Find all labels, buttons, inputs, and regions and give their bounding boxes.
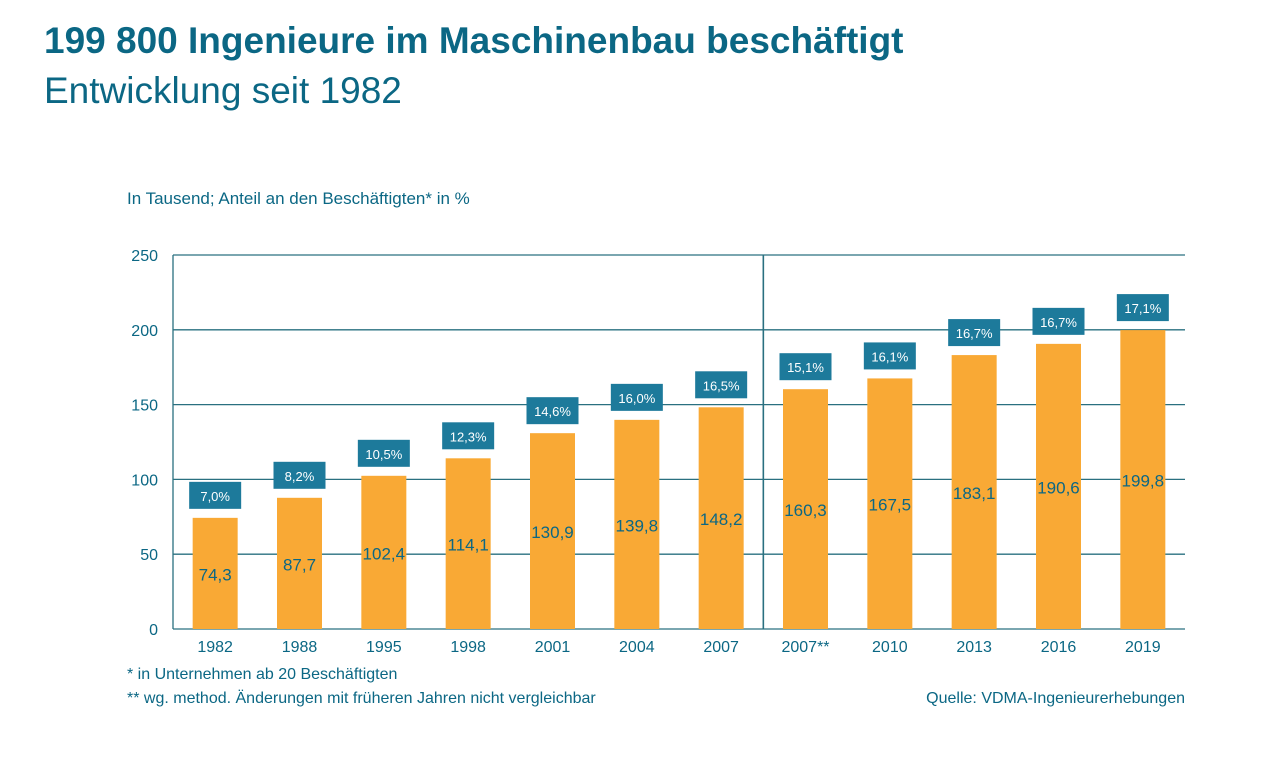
bar	[951, 355, 997, 629]
bar	[614, 419, 660, 629]
share-label-box	[863, 342, 916, 370]
chart-title: 199 800 Ingenieure im Maschinenbau besch…	[44, 20, 904, 61]
share-label: 7,0%	[200, 489, 230, 504]
share-label-box	[273, 461, 326, 489]
share-label-box	[1116, 294, 1169, 322]
share-label: 16,5%	[703, 378, 740, 393]
footnote-1: * in Unternehmen ab 20 Beschäftigten	[127, 666, 398, 683]
bar	[1036, 343, 1081, 629]
share-label: 14,6%	[534, 404, 571, 419]
bar	[192, 517, 238, 629]
x-tick-label: 2007**	[781, 639, 829, 656]
unit-label: In Tausend; Anteil an den Beschäftigten*…	[127, 189, 470, 208]
share-label-box	[695, 371, 748, 399]
x-tick-label: 2001	[535, 639, 571, 656]
bar	[445, 458, 491, 629]
share-label-box	[526, 397, 579, 425]
bar	[867, 378, 913, 629]
x-tick-label: 1988	[282, 639, 318, 656]
share-label-box	[442, 422, 495, 450]
share-label-box	[189, 481, 242, 509]
share-label-box	[948, 319, 1001, 347]
bar-value-label: 190,6	[1037, 478, 1080, 497]
y-tick-label: 200	[131, 323, 158, 340]
bar-value-label: 74,3	[199, 565, 232, 584]
share-label: 16,0%	[618, 391, 655, 406]
y-tick-label: 150	[131, 398, 158, 415]
share-label: 8,2%	[285, 469, 315, 484]
bar-value-label: 130,9	[531, 523, 574, 542]
x-tick-label: 2016	[1041, 639, 1077, 656]
bar	[530, 433, 575, 629]
source-note: Quelle: VDMA-Ingenieurerhebungen	[926, 690, 1185, 707]
bar-value-label: 148,2	[700, 510, 743, 529]
share-label: 10,5%	[365, 447, 402, 462]
x-tick-label: 2007	[703, 639, 739, 656]
share-label: 16,7%	[1040, 315, 1077, 330]
y-tick-label: 0	[149, 622, 158, 639]
bar-value-label: 167,5	[869, 496, 912, 515]
share-label: 16,7%	[956, 326, 993, 341]
bar-value-label: 139,8	[616, 516, 659, 535]
share-label: 15,1%	[787, 360, 824, 375]
x-tick-label: 2010	[872, 639, 908, 656]
x-tick-label: 1998	[450, 639, 486, 656]
bar-value-label: 102,4	[363, 544, 406, 563]
x-tick-label: 1982	[197, 639, 233, 656]
bar	[1120, 330, 1166, 629]
bar-value-label: 87,7	[283, 555, 316, 574]
share-label-box	[779, 353, 832, 381]
bar-value-label: 183,1	[953, 484, 996, 503]
share-label: 12,3%	[450, 429, 487, 444]
bar	[698, 407, 744, 629]
share-label-box	[1032, 307, 1085, 335]
share-label-box	[610, 383, 663, 411]
bar-value-label: 199,8	[1122, 472, 1165, 491]
y-tick-label: 50	[140, 547, 158, 564]
bar-value-label: 160,3	[784, 501, 827, 520]
bar-value-label: 114,1	[448, 536, 489, 555]
footnote-2: ** wg. method. Änderungen mit früheren J…	[127, 690, 596, 707]
y-tick-label: 100	[131, 472, 158, 489]
share-label: 16,1%	[871, 349, 908, 364]
bar	[277, 497, 322, 629]
x-tick-label: 2004	[619, 639, 655, 656]
y-tick-label: 250	[131, 248, 158, 265]
share-label-box	[357, 439, 410, 467]
chart-subtitle: Entwicklung seit 1982	[44, 70, 402, 111]
x-tick-label: 2013	[956, 639, 992, 656]
x-tick-label: 2019	[1125, 639, 1161, 656]
share-label: 17,1%	[1124, 301, 1161, 316]
x-tick-label: 1995	[366, 639, 402, 656]
bar	[361, 475, 407, 629]
bar	[783, 389, 828, 629]
